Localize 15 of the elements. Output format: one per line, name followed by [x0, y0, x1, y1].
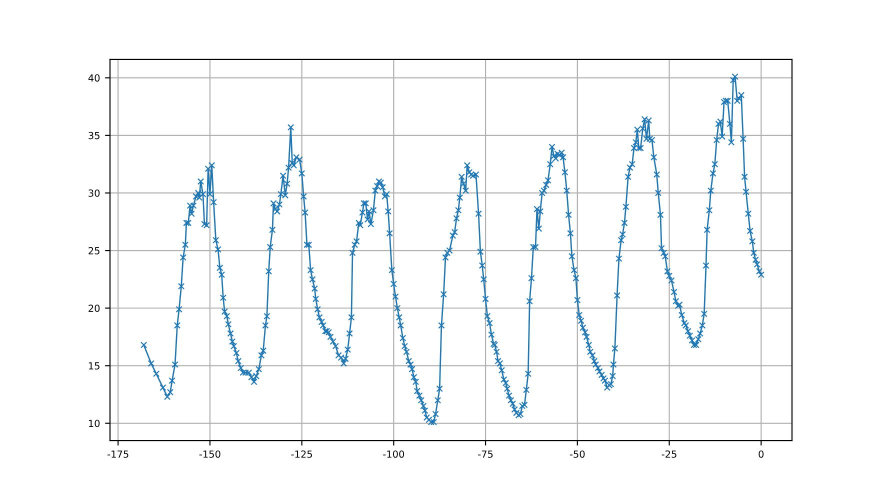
- x-tick-label: -75: [478, 450, 493, 458]
- y-tick-label: 40: [88, 74, 100, 82]
- x-tick-label: -25: [662, 450, 676, 458]
- y-tick-label: 15: [88, 362, 100, 370]
- y-tick-label: 20: [88, 304, 100, 312]
- x-tick-label: 0: [758, 450, 764, 458]
- y-tick-label: 30: [88, 189, 100, 197]
- x-tick-label: -125: [291, 450, 312, 458]
- x-tick-label: -150: [199, 450, 220, 458]
- y-tick-label: 10: [88, 420, 100, 428]
- x-tick-label: -50: [570, 450, 585, 458]
- y-tick-label: 25: [88, 247, 100, 254]
- x-tick-label: -100: [383, 450, 404, 458]
- y-tick-label: 35: [88, 132, 100, 140]
- x-tick-label: -175: [108, 450, 128, 458]
